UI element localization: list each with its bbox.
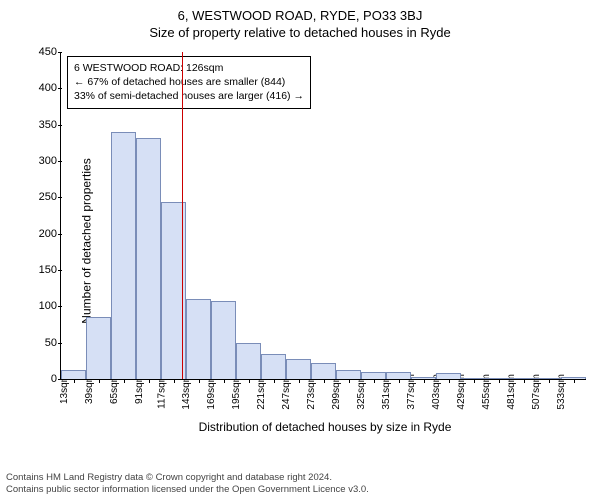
x-tick-mark: [199, 379, 200, 383]
x-tick-label: 195sqm: [231, 374, 242, 410]
annotation-box: 6 WESTWOOD ROAD: 126sqm← 67% of detached…: [67, 56, 311, 109]
histogram-bar: [411, 377, 436, 379]
x-tick-mark: [174, 379, 175, 383]
x-tick-mark: [124, 379, 125, 383]
histogram-bar: [186, 299, 211, 379]
histogram-bar: [561, 377, 586, 379]
x-tick-label: 403sqm: [431, 374, 442, 410]
x-tick-mark: [149, 379, 150, 383]
histogram-bar: [86, 317, 111, 379]
x-tick-mark: [274, 379, 275, 383]
histogram-bar: [436, 373, 461, 379]
histogram-bar: [286, 359, 311, 379]
x-tick-label: 325sqm: [356, 374, 367, 410]
annotation-line: 6 WESTWOOD ROAD: 126sqm: [74, 61, 304, 75]
histogram-bar: [61, 370, 86, 379]
x-tick-label: 221sqm: [256, 374, 267, 410]
x-tick-mark: [349, 379, 350, 383]
x-tick-label: 143sqm: [181, 374, 192, 410]
x-tick-mark: [449, 379, 450, 383]
x-tick-label: 481sqm: [506, 374, 517, 410]
annotation-line: ← 67% of detached houses are smaller (84…: [74, 75, 304, 89]
histogram-bar: [461, 378, 486, 379]
footer-line-2: Contains public sector information licen…: [6, 484, 594, 496]
histogram-bar: [486, 378, 511, 379]
x-tick-label: 247sqm: [281, 374, 292, 410]
x-tick-label: 455sqm: [481, 374, 492, 410]
x-tick-mark: [74, 379, 75, 383]
y-tick: 350: [25, 119, 57, 131]
x-tick-label: 117sqm: [156, 374, 167, 409]
y-tick: 50: [25, 337, 57, 349]
x-tick-mark: [524, 379, 525, 383]
x-tick-label: 299sqm: [331, 374, 342, 410]
chart-subtitle: Size of property relative to detached ho…: [0, 23, 600, 40]
x-tick-label: 169sqm: [206, 374, 217, 410]
footer-line-1: Contains HM Land Registry data © Crown c…: [6, 472, 594, 484]
x-tick-mark: [424, 379, 425, 383]
y-tick: 150: [25, 264, 57, 276]
histogram-bar: [211, 301, 236, 379]
x-tick-mark: [299, 379, 300, 383]
reference-line: [182, 52, 183, 379]
histogram-bar: [361, 372, 386, 379]
plot-area: 6 WESTWOOD ROAD: 126sqm← 67% of detached…: [60, 52, 586, 380]
y-tick: 0: [25, 373, 57, 385]
x-axis-label: Distribution of detached houses by size …: [60, 420, 590, 434]
x-tick-mark: [249, 379, 250, 383]
histogram-bar: [336, 370, 361, 379]
x-tick-mark: [499, 379, 500, 383]
x-tick-label: 377sqm: [406, 374, 417, 410]
y-tick: 100: [25, 300, 57, 312]
x-tick-mark: [324, 379, 325, 383]
annotation-line: 33% of semi-detached houses are larger (…: [74, 89, 304, 103]
histogram-bar: [111, 132, 136, 379]
x-tick-label: 507sqm: [531, 374, 542, 410]
x-tick-mark: [549, 379, 550, 383]
histogram-bar: [136, 138, 161, 379]
x-tick-mark: [574, 379, 575, 383]
histogram-bar: [236, 343, 261, 379]
footer-attribution: Contains HM Land Registry data © Crown c…: [6, 472, 594, 496]
histogram-bar: [386, 372, 411, 379]
x-tick-label: 273sqm: [306, 374, 317, 410]
x-tick-mark: [474, 379, 475, 383]
x-tick-mark: [374, 379, 375, 383]
x-tick-mark: [224, 379, 225, 383]
histogram-bar: [536, 378, 561, 379]
histogram-bar: [511, 378, 536, 379]
histogram-bar: [261, 354, 286, 379]
y-tick: 300: [25, 155, 57, 167]
x-tick-label: 533sqm: [556, 374, 567, 410]
y-tick: 250: [25, 191, 57, 203]
x-tick-label: 429sqm: [456, 374, 467, 410]
chart-main-title: 6, WESTWOOD ROAD, RYDE, PO33 3BJ: [0, 0, 600, 23]
x-tick-label: 351sqm: [381, 374, 392, 410]
y-tick: 450: [25, 46, 57, 58]
y-tick: 200: [25, 228, 57, 240]
y-tick: 400: [25, 82, 57, 94]
x-tick-mark: [399, 379, 400, 383]
chart-container: Number of detached properties Distributi…: [0, 46, 600, 436]
x-tick-mark: [99, 379, 100, 383]
histogram-bar: [311, 363, 336, 379]
